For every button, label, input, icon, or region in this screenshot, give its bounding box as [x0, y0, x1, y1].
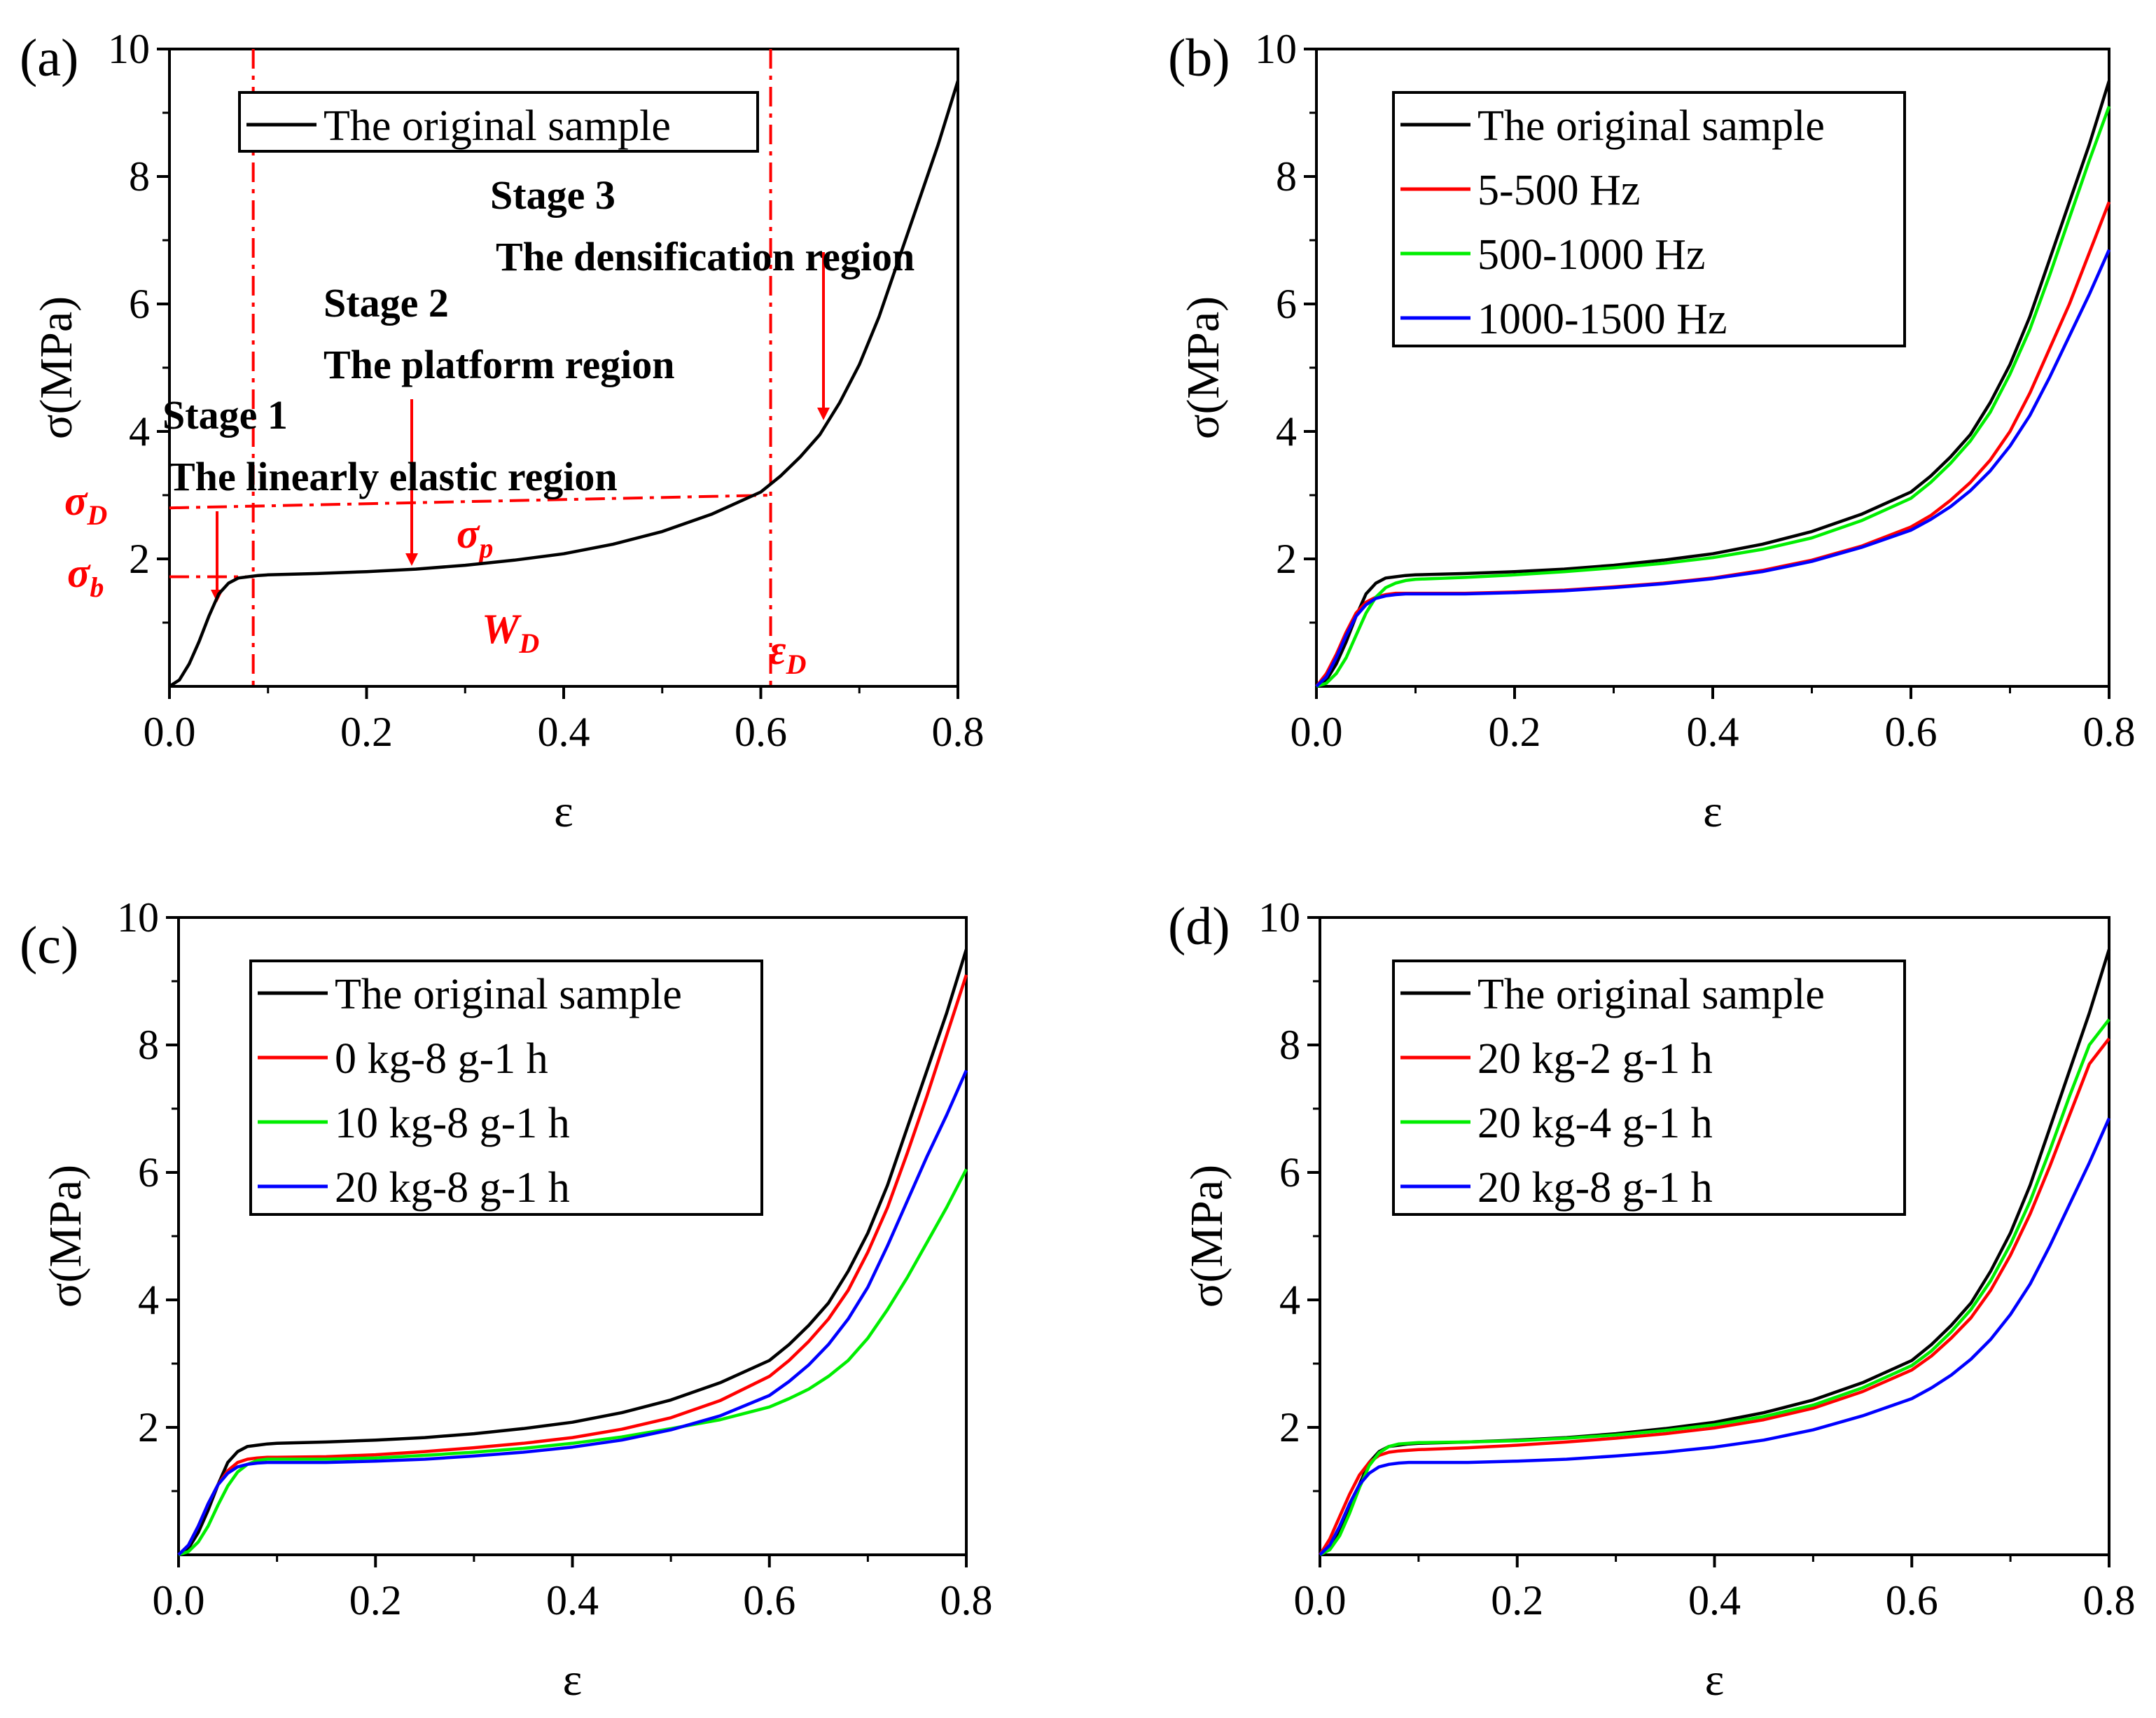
y-tick-label: 4 — [1279, 1277, 1300, 1323]
legend-entry: The original sample — [335, 971, 682, 1018]
legend-box — [1392, 91, 1906, 347]
arrow-stage3-head — [817, 408, 830, 420]
panel-label: (c) — [20, 916, 78, 975]
y-tick-label: 6 — [138, 1149, 159, 1196]
y-tick-label: 6 — [129, 281, 150, 327]
x-tick-label: 0.8 — [940, 1577, 993, 1623]
x-tick-label: 0.0 — [153, 1577, 205, 1623]
panel-b: (b) 0.0 0.2 0.4 0.6 0.8 2 4 6 8 10 ε σ(MPa) The origi… — [1168, 26, 2136, 837]
x-tick-label: 0.0 — [1294, 1577, 1347, 1623]
stage3-title: Stage 3 — [490, 172, 615, 218]
arrow-stage2-head — [405, 553, 418, 566]
stage2-desc: The platform region — [324, 342, 675, 387]
eps-d-label: εD — [769, 627, 807, 680]
y-tick-label: 8 — [1276, 153, 1297, 200]
legend-entry: 20 kg-8 g-1 h — [335, 1164, 570, 1212]
x-tick-label: 0.0 — [1291, 709, 1343, 755]
series-line-1 — [168, 80, 960, 688]
legend-entry: 20 kg-8 g-1 h — [1477, 1164, 1713, 1212]
x-tick-label: 0.4 — [538, 709, 590, 755]
legend-entry: The original sample — [1477, 102, 1825, 150]
legend-box — [238, 91, 759, 153]
legend-entry: 5-500 Hz — [1477, 167, 1640, 214]
sigma-p-label: σp — [457, 511, 493, 564]
x-tick-label: 0.6 — [735, 709, 787, 755]
x-tick-label: 0.6 — [1885, 709, 1938, 755]
sigma-b-label: σb — [67, 550, 104, 603]
x-tick-label: 0.8 — [2083, 1577, 2136, 1623]
y-tick-label: 8 — [1279, 1022, 1300, 1068]
sigma-d-label: σD — [64, 478, 107, 531]
panel-a: (a) 0.0 0.2 0.4 0.6 0.8 2 4 6 8 10 ε σ(MPa) Stage 1 Th… — [20, 26, 985, 837]
legend-box — [1392, 960, 1906, 1216]
series-line-4 — [1319, 1117, 2111, 1556]
y-tick-label: 6 — [1279, 1149, 1300, 1196]
legend-entry: 500-1000 Hz — [1477, 231, 1705, 279]
x-tick-label: 0.4 — [1687, 709, 1739, 755]
y-tick-label: 8 — [138, 1022, 159, 1068]
stage2-title: Stage 2 — [324, 280, 449, 326]
series-line-1 — [177, 948, 968, 1556]
x-tick-label: 0.0 — [144, 709, 196, 755]
y-tick-label: 2 — [138, 1404, 159, 1450]
series-line-3 — [178, 1168, 968, 1557]
y-tick-label: 10 — [117, 894, 159, 941]
panel-label: (d) — [1168, 897, 1230, 956]
x-axis-label: ε — [563, 1654, 583, 1705]
stage1-title: Stage 1 — [162, 392, 288, 438]
y-axis-label: σ(MPa) — [1181, 1165, 1232, 1308]
legend-entry: The original sample — [1477, 971, 1825, 1018]
x-tick-label: 0.2 — [340, 709, 393, 755]
x-tick-label: 0.8 — [2083, 709, 2136, 755]
legend-entry: 1000-1500 Hz — [1477, 296, 1727, 343]
y-tick-label: 6 — [1276, 281, 1297, 327]
x-tick-label: 0.6 — [743, 1577, 795, 1623]
x-axis-label: ε — [1703, 786, 1723, 837]
y-tick-label: 2 — [129, 536, 150, 582]
legend-entry: 0 kg-8 g-1 h — [335, 1035, 548, 1083]
panel-label: (a) — [20, 29, 78, 88]
y-tick-label: 4 — [1276, 408, 1297, 455]
x-tick-label: 0.8 — [932, 709, 985, 755]
y-axis-label: σ(MPa) — [31, 296, 82, 439]
x-axis-label: ε — [554, 786, 573, 837]
y-axis-label: σ(MPa) — [1178, 296, 1229, 439]
series-line-2 — [177, 974, 968, 1556]
x-axis-label: ε — [1705, 1654, 1725, 1705]
y-tick-label: 4 — [138, 1277, 159, 1323]
legend-entry: The original sample — [324, 102, 671, 150]
legend-box — [249, 960, 763, 1216]
stage1-desc: The linearly elastic region — [168, 454, 618, 499]
y-tick-label: 10 — [1258, 894, 1300, 941]
y-tick-label: 8 — [129, 153, 150, 200]
y-tick-label: 2 — [1276, 536, 1297, 582]
y-tick-label: 10 — [108, 26, 150, 72]
series-line-3 — [1319, 1018, 2110, 1556]
series-line-4 — [177, 1069, 968, 1556]
series-line-4 — [1315, 249, 2111, 688]
legend-entry: 20 kg-2 g-1 h — [1477, 1035, 1713, 1083]
x-tick-label: 0.2 — [349, 1577, 402, 1623]
y-tick-label: 10 — [1255, 26, 1297, 72]
x-tick-label: 0.4 — [1688, 1577, 1741, 1623]
x-tick-label: 0.6 — [1886, 1577, 1938, 1623]
legend-entry: 10 kg-8 g-1 h — [335, 1100, 570, 1147]
panel-c: (c) 0.0 0.2 0.4 0.6 0.8 2 4 6 8 10 ε σ(MPa) The origi… — [20, 894, 993, 1705]
panel-label: (b) — [1168, 29, 1230, 88]
y-tick-label: 2 — [1279, 1404, 1300, 1450]
x-tick-label: 0.4 — [546, 1577, 599, 1623]
y-tick-label: 4 — [129, 408, 150, 455]
panel-d: (d) 0.0 0.2 0.4 0.6 0.8 2 4 6 8 10 ε σ(MPa) The origi… — [1168, 894, 2136, 1705]
x-tick-label: 0.2 — [1491, 1577, 1543, 1623]
stage3-desc: The densification region — [496, 234, 914, 279]
series-line-1 — [1315, 80, 2111, 688]
w-d-label: WD — [482, 606, 539, 659]
legend-entry: 20 kg-4 g-1 h — [1477, 1100, 1713, 1147]
series-line-2 — [1319, 1037, 2110, 1556]
series-line-3 — [1316, 106, 2111, 688]
x-tick-label: 0.2 — [1489, 709, 1541, 755]
reference-hline-sigma-d — [169, 494, 771, 510]
y-axis-label: σ(MPa) — [40, 1165, 91, 1308]
